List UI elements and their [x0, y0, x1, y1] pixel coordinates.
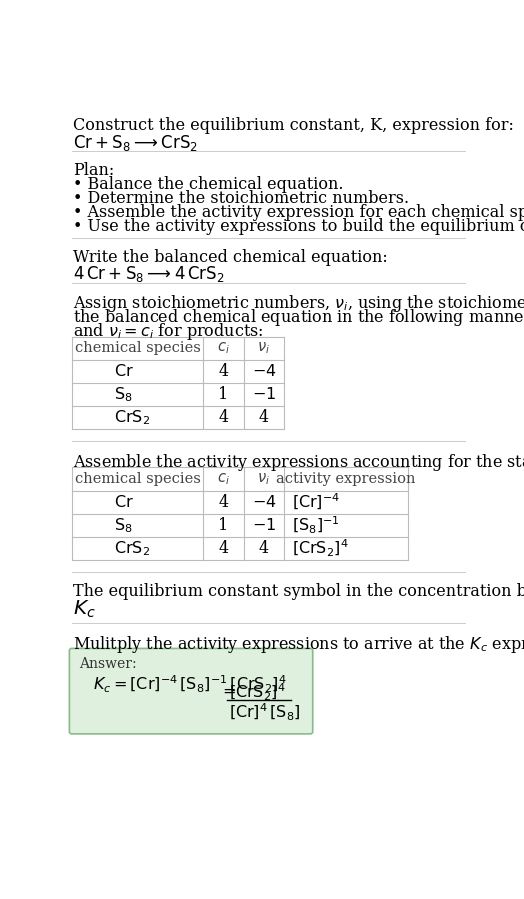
- Text: $-1$: $-1$: [252, 517, 276, 534]
- Text: 4: 4: [259, 409, 269, 426]
- Text: $K_c$: $K_c$: [73, 599, 96, 619]
- FancyBboxPatch shape: [69, 648, 313, 734]
- Text: The equilibrium constant symbol in the concentration basis is:: The equilibrium constant symbol in the c…: [73, 583, 524, 600]
- Text: 4: 4: [219, 362, 228, 379]
- Text: and $\nu_i = c_i$ for products:: and $\nu_i = c_i$ for products:: [73, 321, 264, 343]
- Text: chemical species: chemical species: [74, 472, 201, 486]
- Text: 4: 4: [259, 539, 269, 556]
- Text: Construct the equilibrium constant, K, expression for:: Construct the equilibrium constant, K, e…: [73, 117, 514, 134]
- Text: $\mathrm{CrS_2}$: $\mathrm{CrS_2}$: [114, 408, 150, 427]
- Text: chemical species: chemical species: [74, 341, 201, 355]
- Text: $\mathrm{S_8}$: $\mathrm{S_8}$: [114, 385, 133, 404]
- Text: Answer:: Answer:: [80, 657, 137, 671]
- Text: $\nu_i$: $\nu_i$: [257, 340, 270, 356]
- Text: • Determine the stoichiometric numbers.: • Determine the stoichiometric numbers.: [73, 191, 409, 208]
- Text: $[\mathrm{CrS_2}]^{4}$: $[\mathrm{CrS_2}]^{4}$: [292, 538, 348, 559]
- Text: $c_i$: $c_i$: [217, 340, 230, 356]
- Text: $\mathrm{Cr}$: $\mathrm{Cr}$: [114, 494, 134, 511]
- Text: • Assemble the activity expression for each chemical species.: • Assemble the activity expression for e…: [73, 204, 524, 221]
- Text: 1: 1: [219, 386, 228, 403]
- Text: • Use the activity expressions to build the equilibrium constant expression.: • Use the activity expressions to build …: [73, 218, 524, 235]
- Text: the balanced chemical equation in the following manner: $\nu_i = -c_i$ for react: the balanced chemical equation in the fo…: [73, 307, 524, 328]
- Text: 1: 1: [219, 517, 228, 534]
- Text: $-4$: $-4$: [252, 494, 276, 511]
- Text: $K_c = [\mathrm{Cr}]^{-4}\,[\mathrm{S_8}]^{-1}\,[\mathrm{CrS_2}]^{4}$: $K_c = [\mathrm{Cr}]^{-4}\,[\mathrm{S_8}…: [93, 674, 287, 695]
- Text: • Balance the chemical equation.: • Balance the chemical equation.: [73, 176, 344, 193]
- Text: $\mathrm{CrS_2}$: $\mathrm{CrS_2}$: [114, 539, 150, 557]
- Text: $\mathrm{Cr + S_8 \longrightarrow CrS_2}$: $\mathrm{Cr + S_8 \longrightarrow CrS_2}…: [73, 132, 199, 153]
- Text: Mulitply the activity expressions to arrive at the $K_c$ expression:: Mulitply the activity expressions to arr…: [73, 634, 524, 654]
- Text: activity expression: activity expression: [276, 472, 416, 486]
- Text: $[\mathrm{Cr}]^4\,[\mathrm{S_8}]$: $[\mathrm{Cr}]^4\,[\mathrm{S_8}]$: [229, 701, 301, 723]
- Text: 4: 4: [219, 494, 228, 511]
- Text: $\mathrm{S_8}$: $\mathrm{S_8}$: [114, 516, 133, 535]
- Text: $\mathrm{4\,Cr + S_8 \longrightarrow 4\,CrS_2}$: $\mathrm{4\,Cr + S_8 \longrightarrow 4\,…: [73, 264, 225, 284]
- Text: $[\mathrm{CrS_2}]^4$: $[\mathrm{CrS_2}]^4$: [229, 681, 286, 703]
- Text: $\mathrm{Cr}$: $\mathrm{Cr}$: [114, 362, 134, 379]
- Text: $=$: $=$: [219, 683, 236, 699]
- Text: $[\mathrm{Cr}]^{-4}$: $[\mathrm{Cr}]^{-4}$: [292, 492, 340, 512]
- Text: $\nu_i$: $\nu_i$: [257, 471, 270, 487]
- Text: 4: 4: [219, 539, 228, 556]
- Text: $-4$: $-4$: [252, 362, 276, 379]
- Text: Plan:: Plan:: [73, 162, 115, 179]
- Text: $[\mathrm{S_8}]^{-1}$: $[\mathrm{S_8}]^{-1}$: [292, 514, 340, 536]
- Text: $c_i$: $c_i$: [217, 471, 230, 487]
- Text: Assign stoichiometric numbers, $\nu_i$, using the stoichiometric coefficients, $: Assign stoichiometric numbers, $\nu_i$, …: [73, 293, 524, 315]
- Text: Assemble the activity expressions accounting for the state of matter and $\nu_i$: Assemble the activity expressions accoun…: [73, 452, 524, 473]
- Text: Write the balanced chemical equation:: Write the balanced chemical equation:: [73, 249, 388, 266]
- Text: $-1$: $-1$: [252, 386, 276, 403]
- Text: 4: 4: [219, 409, 228, 426]
